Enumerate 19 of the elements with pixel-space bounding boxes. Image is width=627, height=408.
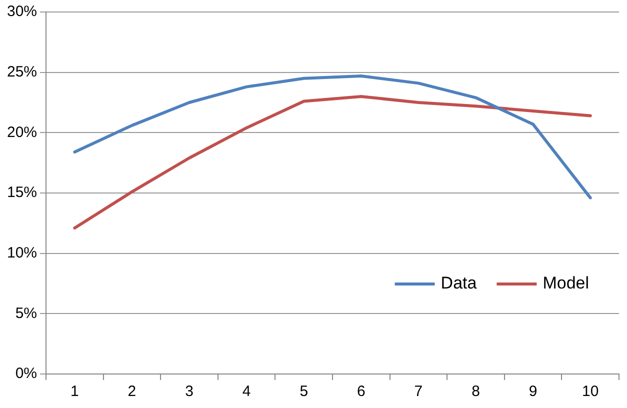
y-tick-label: 5% — [15, 304, 38, 322]
x-tick-label: 8 — [472, 383, 480, 400]
legend-label: Data — [440, 274, 478, 293]
y-tick-label: 15% — [6, 184, 38, 202]
x-tick-label: 3 — [185, 383, 194, 400]
y-tick-label: 10% — [6, 244, 38, 262]
y-tick-label: 30% — [6, 3, 38, 20]
y-tick-label: 0% — [15, 365, 38, 382]
legend-label: Model — [542, 274, 590, 293]
x-tick-label: 2 — [128, 383, 136, 400]
x-tick-label: 6 — [356, 383, 366, 400]
x-tick-label: 9 — [528, 383, 538, 400]
x-tick-label: 5 — [300, 383, 308, 400]
y-tick-label: 25% — [6, 63, 38, 80]
x-tick-label: 4 — [242, 383, 251, 400]
x-tick-label: 1 — [70, 383, 79, 400]
y-tick-label: 20% — [6, 124, 38, 141]
x-tick-label: 7 — [414, 383, 423, 400]
x-tick-label: 10 — [582, 383, 599, 400]
